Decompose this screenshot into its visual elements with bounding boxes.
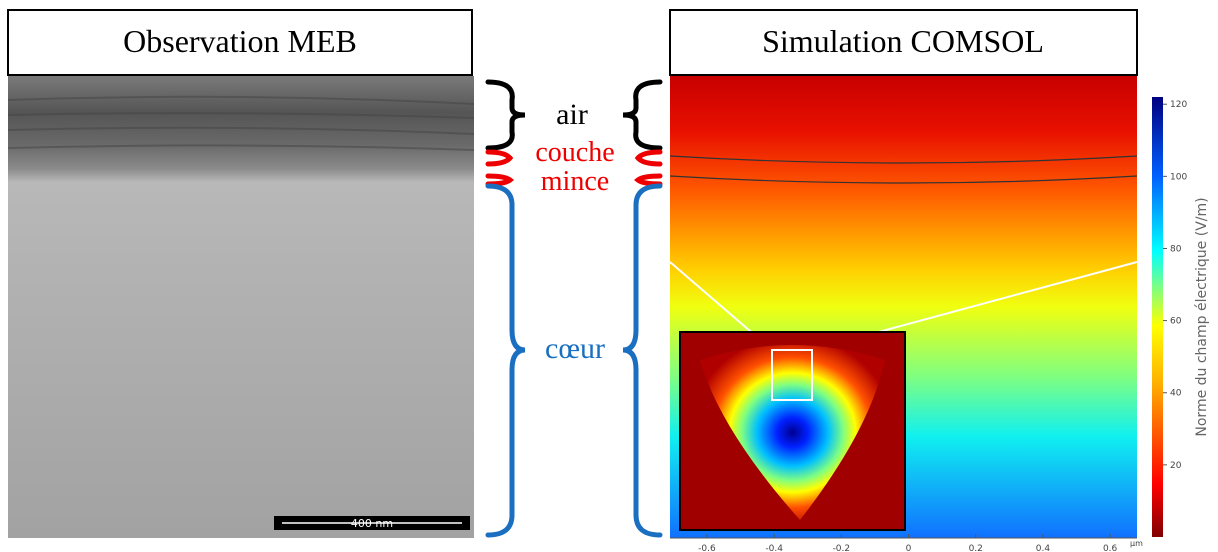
x-tick-label: -0.4	[765, 544, 783, 552]
x-tick-label: 0.6	[1103, 544, 1118, 552]
sem-image	[8, 76, 474, 538]
x-unit: µm	[1130, 539, 1143, 548]
title-box	[7, 9, 473, 76]
colorbar-tick-label: 100	[1170, 172, 1187, 182]
colorbar-tick-label: 60	[1170, 317, 1182, 327]
x-tick-label: 0.4	[1036, 544, 1051, 552]
inset-field	[700, 345, 885, 520]
braces	[485, 79, 663, 538]
title-box	[669, 9, 1138, 76]
label-mince: mince	[541, 166, 609, 197]
layer-boundaries	[669, 155, 1138, 184]
right-title: Simulation COMSOL	[762, 23, 1044, 59]
left-title: Observation MEB	[123, 23, 357, 59]
label-air: air	[556, 98, 588, 131]
colorbar-tick-label: 80	[1170, 244, 1182, 254]
sem-layers	[7, 95, 475, 151]
label-couche: couche	[535, 137, 614, 168]
label-coeur: cœur	[545, 332, 605, 365]
zoom-box	[771, 349, 813, 401]
colorbar-tick-label: 40	[1170, 389, 1182, 399]
x-tick-label: -0.6	[698, 544, 716, 552]
x-tick-label: -0.2	[833, 544, 851, 552]
x-tick-label: 0.2	[969, 544, 983, 552]
colorbar	[1152, 97, 1163, 537]
colorbar-label: Norme du champ électrique (V/m)	[1194, 197, 1210, 436]
colorbar-tick-label: 20	[1170, 461, 1182, 471]
x-tick-label: 0	[906, 544, 912, 552]
colorbar-tick-label: 120	[1170, 100, 1187, 110]
scale-bar-label: 400 nm	[351, 517, 393, 530]
